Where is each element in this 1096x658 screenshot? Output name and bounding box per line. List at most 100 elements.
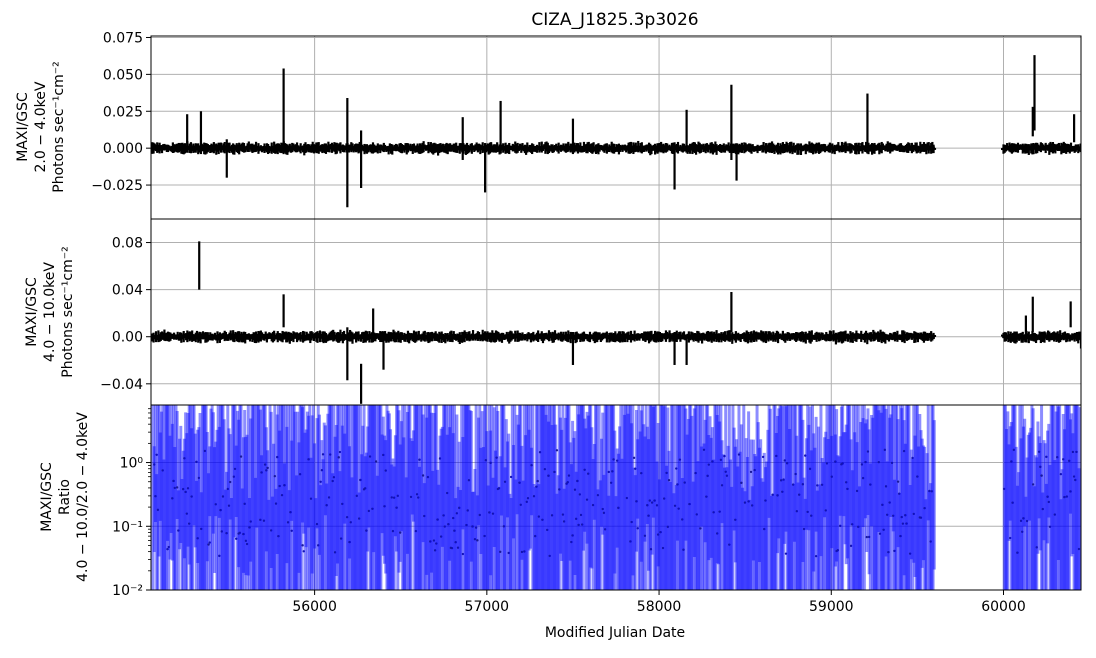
ratio-point	[883, 448, 887, 452]
ratio-ylabel-line-3: 4.0 − 10.0/2.0 − 4.0keV	[75, 412, 91, 582]
ratio-point	[520, 550, 524, 554]
ratio-point	[1019, 519, 1023, 523]
ratio-point	[1039, 465, 1042, 469]
ratio-ylabel: MAXI/GSC Ratio 4.0 − 10.0/2.0 − 4.0keV	[39, 412, 91, 582]
ratio-point	[535, 485, 538, 488]
ratio-point	[286, 521, 290, 524]
ratio-point	[1059, 472, 1063, 476]
y-tick-label: 0.050	[103, 67, 143, 83]
ratio-point	[916, 475, 919, 478]
ratio-point	[743, 501, 747, 504]
ratio-point	[358, 517, 361, 520]
ratio-point	[676, 483, 679, 486]
ratio-point	[707, 463, 711, 466]
ratio-point	[649, 548, 653, 551]
ratio-point	[319, 480, 322, 483]
ratio-point	[244, 539, 248, 543]
ratio-point	[1002, 487, 1006, 491]
ratio-point	[650, 501, 654, 504]
ratio-point	[186, 487, 190, 490]
ratio-point	[214, 503, 217, 506]
ratio-point	[724, 470, 727, 473]
ratio-point	[659, 530, 662, 534]
ratio-point	[706, 474, 709, 478]
ratio-point	[442, 514, 445, 517]
ratio-point	[337, 456, 340, 459]
ratio-point	[1035, 546, 1038, 549]
ratio-point	[1041, 507, 1044, 511]
chart-title: CIZA_J1825.3p3026	[531, 10, 698, 30]
ratio-point	[625, 496, 629, 500]
ratio-point	[200, 527, 203, 531]
ratio-point	[415, 493, 419, 496]
ratio-point	[820, 483, 824, 486]
ratio-point	[663, 497, 666, 500]
ratio-point	[325, 504, 328, 507]
x-tick-label: 58000	[637, 599, 682, 615]
ratio-point	[438, 457, 442, 460]
ratio-point	[666, 525, 670, 529]
ratio-point	[219, 508, 222, 512]
ratio-point	[183, 457, 186, 460]
ratio-point	[904, 514, 907, 517]
ratio-point	[578, 493, 582, 496]
ratio-point	[503, 480, 507, 483]
ratio-point	[919, 516, 923, 519]
ratio-point	[640, 471, 643, 475]
ratio-point	[712, 511, 715, 514]
ratio-point	[348, 540, 351, 544]
ratio-point	[489, 461, 492, 465]
ratio-point	[616, 459, 619, 462]
ratio-point	[301, 544, 304, 547]
ratio-point	[277, 534, 280, 538]
ratio-point	[860, 463, 864, 466]
ratio-point	[473, 537, 477, 541]
ratio-point	[229, 480, 232, 484]
ratio-point	[841, 462, 844, 465]
ratio-point	[550, 514, 554, 517]
ratio-point	[775, 454, 778, 458]
ratio-point	[808, 467, 812, 471]
ratio-point	[814, 554, 818, 558]
hard-band-ylabel: MAXI/GSC 4.0 − 10.0keV Photons sec⁻¹cm⁻²	[24, 246, 76, 378]
ratio-point	[912, 512, 915, 516]
ratio-point	[810, 514, 813, 517]
ratio-point	[824, 509, 827, 512]
ratio-point	[867, 535, 871, 539]
ratio-point	[1012, 448, 1016, 452]
ratio-point	[675, 467, 678, 470]
ratio-point	[683, 481, 686, 484]
ratio-point	[794, 472, 797, 476]
ratio-point	[390, 496, 393, 499]
ratio-point	[801, 483, 805, 486]
y-tick-label: 0.025	[103, 104, 143, 120]
ratio-point	[725, 474, 729, 477]
ratio-point	[1021, 530, 1024, 533]
ratio-point	[270, 529, 273, 532]
ratio-point	[617, 506, 620, 510]
ratio-point	[882, 528, 885, 531]
ratio-point	[834, 460, 837, 463]
ratio-point	[629, 540, 632, 543]
ratio-point	[782, 478, 785, 481]
ratio-point	[1056, 455, 1059, 459]
hard-ylabel-line-2: 4.0 − 10.0keV	[42, 262, 58, 362]
ratio-point	[1053, 513, 1057, 516]
ratio-point	[446, 491, 449, 495]
ratio-point	[225, 531, 228, 535]
ratio-point	[587, 472, 590, 475]
ratio-point	[182, 487, 185, 491]
ratio-point	[839, 524, 842, 528]
ratio-point	[391, 529, 395, 533]
hard-band-panel: 0.08 0.04 0.00 −0.04	[100, 218, 1082, 406]
ratio-point	[928, 489, 931, 493]
ratio-point	[667, 478, 671, 482]
ratio-point	[409, 495, 413, 499]
ratio-point	[635, 500, 638, 503]
ratio-point	[349, 521, 352, 524]
soft-ylabel-line-2: 2.0 − 4.0keV	[33, 81, 49, 172]
ratio-point	[443, 525, 447, 528]
ratio-point	[764, 499, 767, 502]
ratio-point	[630, 520, 633, 524]
